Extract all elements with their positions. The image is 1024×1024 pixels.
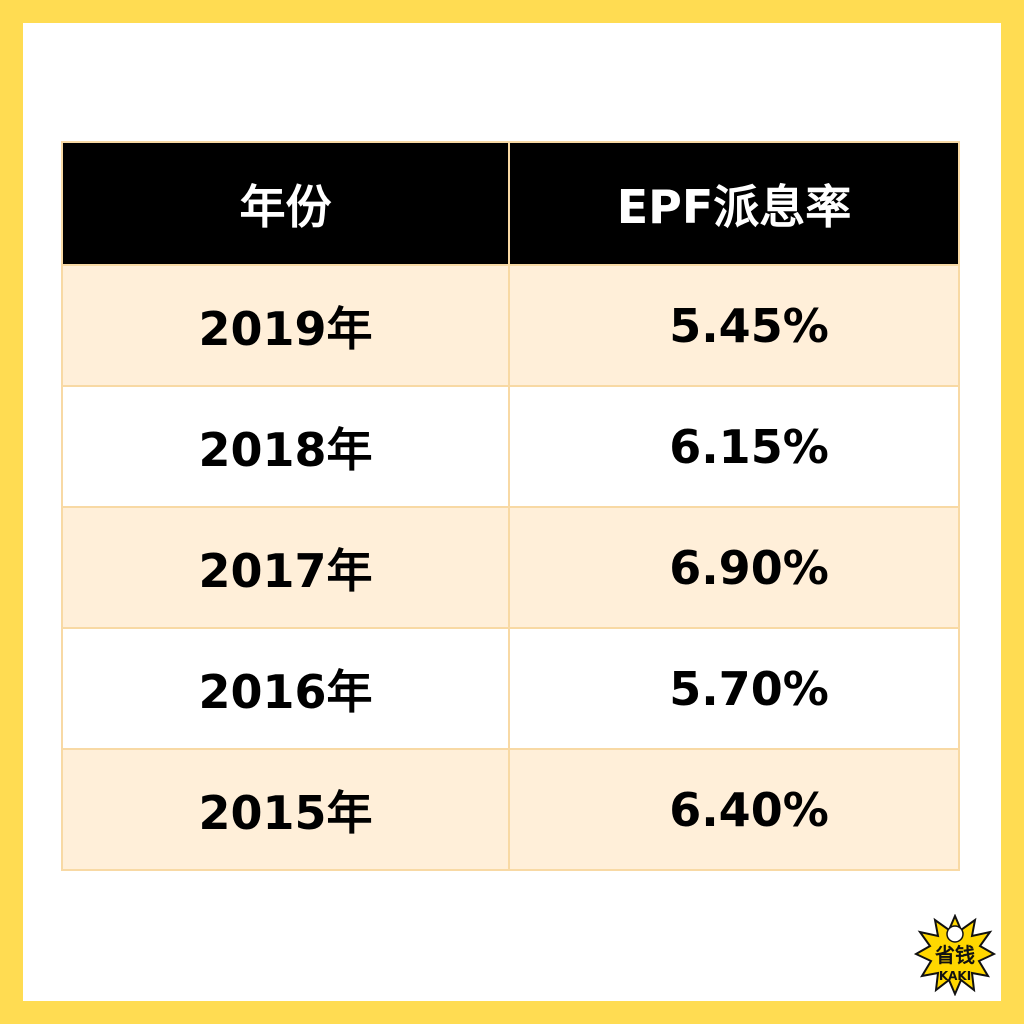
shengqian-kaki-logo: 省钱 KAKI: [914, 914, 996, 996]
rate-cell: 6.40%: [508, 748, 960, 871]
table-row: 2018年 6.15%: [61, 385, 960, 508]
table-row: 2016年 5.70%: [61, 627, 960, 750]
epf-rate-table: 年份 EPF派息率 2019年 5.45% 2018年 6.15% 2017年 …: [61, 141, 960, 871]
rate-value: 6.15%: [669, 419, 829, 474]
rate-value: 5.45%: [669, 298, 829, 353]
year-cell: 2019年: [61, 264, 510, 387]
year-cell: 2018年: [61, 385, 510, 508]
rate-cell: 6.90%: [508, 506, 960, 629]
starburst-shape: [914, 914, 996, 996]
table-row: 2017年 6.90%: [61, 506, 960, 629]
header-epf-rate: EPF派息率: [508, 141, 960, 266]
year-cell: 2016年: [61, 627, 510, 750]
year-cell: 2017年: [61, 506, 510, 629]
header-year: 年份: [61, 141, 510, 266]
year-cell: 2015年: [61, 748, 510, 871]
rate-value: 5.70%: [669, 661, 829, 716]
rate-value: 6.90%: [669, 540, 829, 595]
table-header-row: 年份 EPF派息率: [61, 141, 960, 266]
rate-cell: 5.45%: [508, 264, 960, 387]
rate-value: 6.40%: [669, 782, 829, 837]
table-row: 2015年 6.40%: [61, 748, 960, 871]
logo-text-kaki: KAKI: [939, 969, 971, 983]
table-row: 2019年 5.45%: [61, 264, 960, 387]
rate-cell: 5.70%: [508, 627, 960, 750]
cat-face-icon: [946, 925, 964, 943]
logo-text-chinese: 省钱: [934, 943, 975, 967]
rate-cell: 6.15%: [508, 385, 960, 508]
